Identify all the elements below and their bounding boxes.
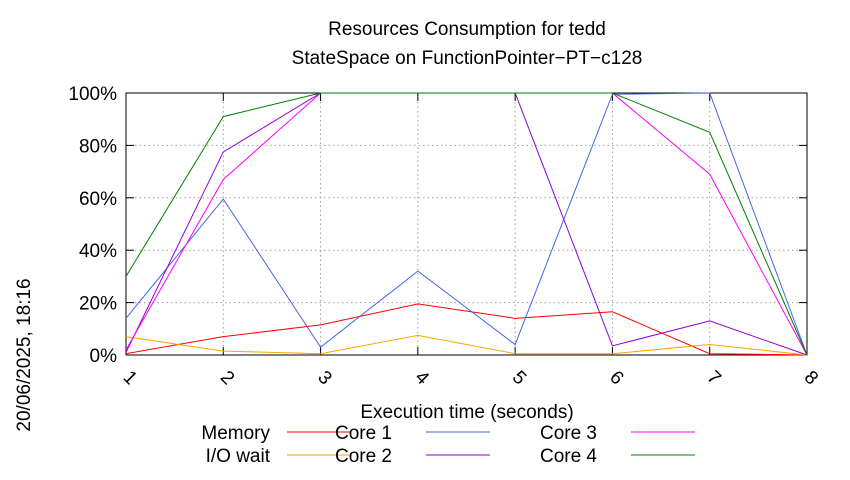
series xyxy=(125,92,808,356)
x-axis-label: Execution time (seconds) xyxy=(360,402,573,423)
y-axis: 0% 20% 40% 60% 80% 100% xyxy=(68,84,807,367)
y-tick-label: 40% xyxy=(79,241,117,262)
legend-label-memory: Memory xyxy=(201,423,270,444)
chart-subtitle: StateSpace on FunctionPointer−PT−c128 xyxy=(292,48,643,69)
legend-label-core-4: Core 4 xyxy=(540,446,597,467)
timestamp-label: 20/06/2025, 18:16 xyxy=(14,278,35,431)
x-tick-label: 6 xyxy=(605,367,627,389)
x-tick-label: 4 xyxy=(411,367,434,390)
x-tick-label: 2 xyxy=(216,367,238,389)
legend-label-core-3: Core 3 xyxy=(540,423,597,444)
series-line-memory xyxy=(125,303,808,356)
series-line-core-3 xyxy=(125,92,808,356)
series-line-core-2 xyxy=(125,92,808,356)
y-tick-label: 80% xyxy=(79,136,117,157)
x-tick-label: 1 xyxy=(119,367,141,389)
chart-title: Resources Consumption for tedd xyxy=(328,19,606,40)
x-tick-label: 8 xyxy=(800,367,822,389)
legend-label-i-o-wait: I/O wait xyxy=(206,446,271,467)
y-tick-label: 60% xyxy=(79,189,117,210)
series-line-core-1 xyxy=(125,92,808,356)
series-line-i-o-wait xyxy=(125,334,808,356)
y-tick-label: 20% xyxy=(79,294,117,315)
legend-label-core-1: Core 1 xyxy=(335,423,392,444)
y-tick-label: 0% xyxy=(90,346,118,367)
x-tick-label: 5 xyxy=(508,367,530,389)
x-tick-label: 7 xyxy=(702,367,724,389)
y-tick-label: 100% xyxy=(68,84,117,105)
grid xyxy=(125,92,808,356)
series-line-core-4 xyxy=(125,92,808,356)
plot-frame xyxy=(125,92,808,356)
legend-label-core-2: Core 2 xyxy=(335,446,392,467)
x-tick-label: 3 xyxy=(313,367,335,389)
